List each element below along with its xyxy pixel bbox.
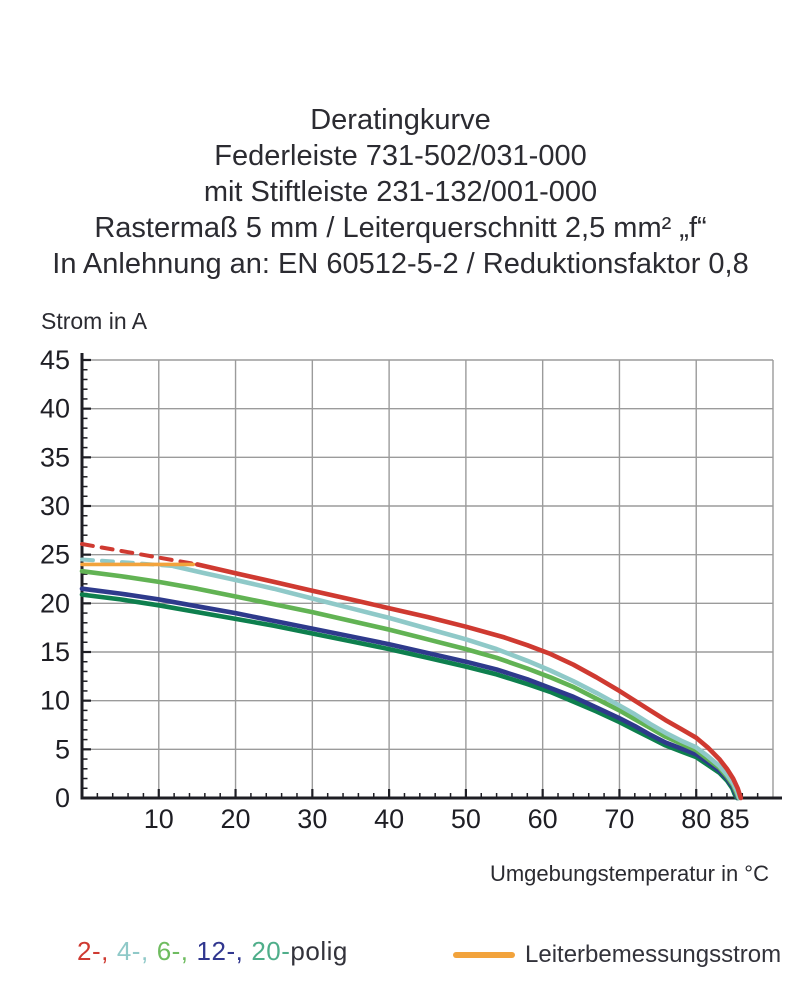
- x-tick-label: 60: [528, 804, 558, 834]
- rated-current-line-icon: [453, 952, 515, 958]
- title-line-4: Rastermaß 5 mm / Leiterquerschnitt 2,5 m…: [94, 212, 707, 244]
- title-line-2: Federleiste 731-502/031-000: [214, 140, 587, 172]
- x-tick-label: 70: [604, 804, 634, 834]
- x-tick-label: 20: [221, 804, 251, 834]
- curve-12-polig: [79, 586, 740, 801]
- chart-title-block: Deratingkurve Federleiste 731-502/031-00…: [0, 102, 801, 282]
- y-tick-label: 25: [40, 540, 70, 570]
- legend-pole-2: 2-,: [77, 936, 109, 966]
- legend-pole-12: 12-,: [196, 936, 244, 966]
- y-tick-label: 40: [40, 394, 70, 424]
- legend-pole-6: 6-,: [156, 936, 189, 966]
- rated-current-label: Leiterbemessungsstrom: [525, 941, 782, 968]
- y-tick-label: 5: [55, 734, 70, 764]
- x-tick-label: 10: [144, 804, 174, 834]
- x-tick-label: 40: [374, 804, 404, 834]
- curve-2-polig-dashed: [80, 542, 200, 567]
- y-tick-label: 45: [40, 345, 70, 375]
- title-line-5: In Anlehnung an: EN 60512-5-2 / Reduktio…: [52, 248, 749, 280]
- title-line-3: mit Stiftleiste 231-132/001-000: [203, 176, 598, 208]
- x-tick-label: 85: [720, 804, 750, 834]
- x-axis-title: Umgebungstemperatur in °C: [489, 861, 769, 886]
- legend-poles: 2-, 4-, 6-, 12-, 20-polig: [77, 936, 348, 967]
- x-tick-label: 80: [681, 804, 711, 834]
- y-axis-title: Strom in A: [41, 308, 148, 334]
- curve-4-polig-dashed: [80, 557, 177, 569]
- legend-pole-20: 20-: [251, 936, 291, 966]
- curve-4-polig: [171, 564, 742, 801]
- title-line-1: Deratingkurve: [310, 104, 491, 136]
- legend-pole-4: 4-,: [116, 936, 149, 966]
- x-tick-label: 50: [451, 804, 481, 834]
- y-tick-label: 0: [55, 783, 70, 813]
- legend-poles-suffix: polig: [290, 936, 348, 966]
- y-tick-label: 30: [40, 491, 70, 521]
- curve-2-polig: [194, 562, 744, 801]
- x-tick-label: 30: [297, 804, 327, 834]
- y-tick-label: 10: [40, 686, 70, 716]
- y-tick-label: 15: [40, 637, 70, 667]
- y-tick-label: 35: [40, 442, 70, 472]
- y-tick-label: 20: [40, 588, 70, 618]
- legend-rated-current: Leiterbemessungsstrom: [453, 938, 781, 972]
